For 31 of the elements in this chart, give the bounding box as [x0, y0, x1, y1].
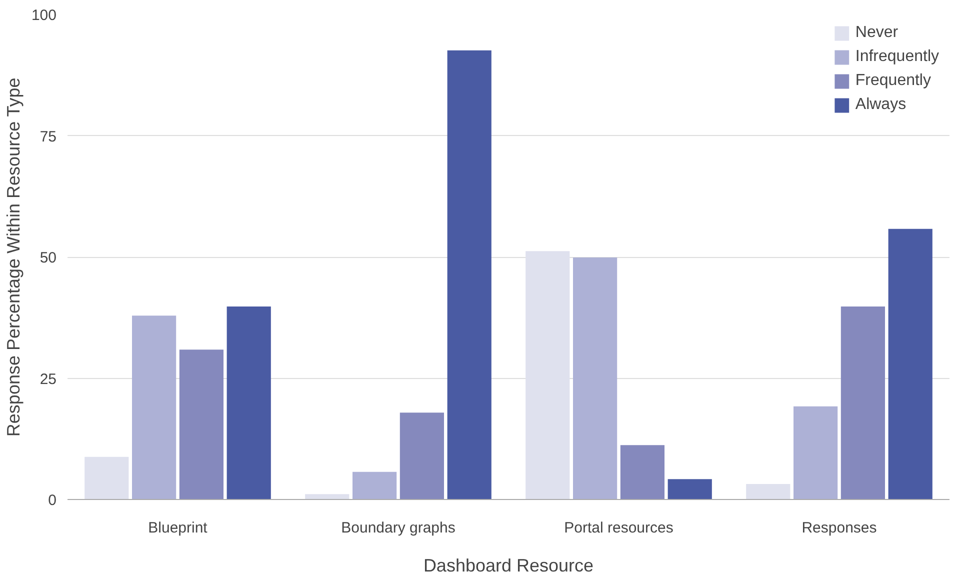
- y-tick-label: 25: [40, 370, 57, 388]
- legend-label: Always: [855, 96, 906, 114]
- legend-label: Never: [855, 24, 898, 42]
- legend-label: Infrequently: [855, 48, 939, 66]
- bar: [793, 406, 838, 500]
- bar: [447, 50, 492, 500]
- x-tick-label: Responses: [802, 520, 877, 536]
- x-tick-label: Portal resources: [564, 520, 674, 536]
- bar: [526, 251, 570, 500]
- bar: [746, 484, 790, 500]
- x-tick-label: Boundary graphs: [341, 520, 456, 536]
- bar: [179, 350, 224, 500]
- y-tick-label: 50: [40, 250, 57, 266]
- x-tick-label: Blueprint: [148, 520, 208, 536]
- bar: [400, 412, 444, 500]
- x-axis-title: Dashboard Resource: [423, 556, 594, 576]
- bar: [668, 479, 712, 500]
- bar: [132, 316, 176, 500]
- bar: [352, 472, 397, 500]
- bar: [305, 494, 350, 500]
- bar: [620, 445, 665, 500]
- legend-label: Frequently: [855, 72, 931, 90]
- y-axis-title: Response Percentage Within Resource Type: [3, 78, 24, 437]
- y-tick-label: 75: [40, 128, 57, 146]
- bar: [572, 257, 618, 500]
- bar: [226, 306, 271, 500]
- y-tick-label: 100: [31, 7, 57, 24]
- bar: [84, 456, 129, 500]
- bar: [840, 306, 886, 500]
- bar: [888, 228, 932, 500]
- y-tick-label: 0: [48, 492, 56, 509]
